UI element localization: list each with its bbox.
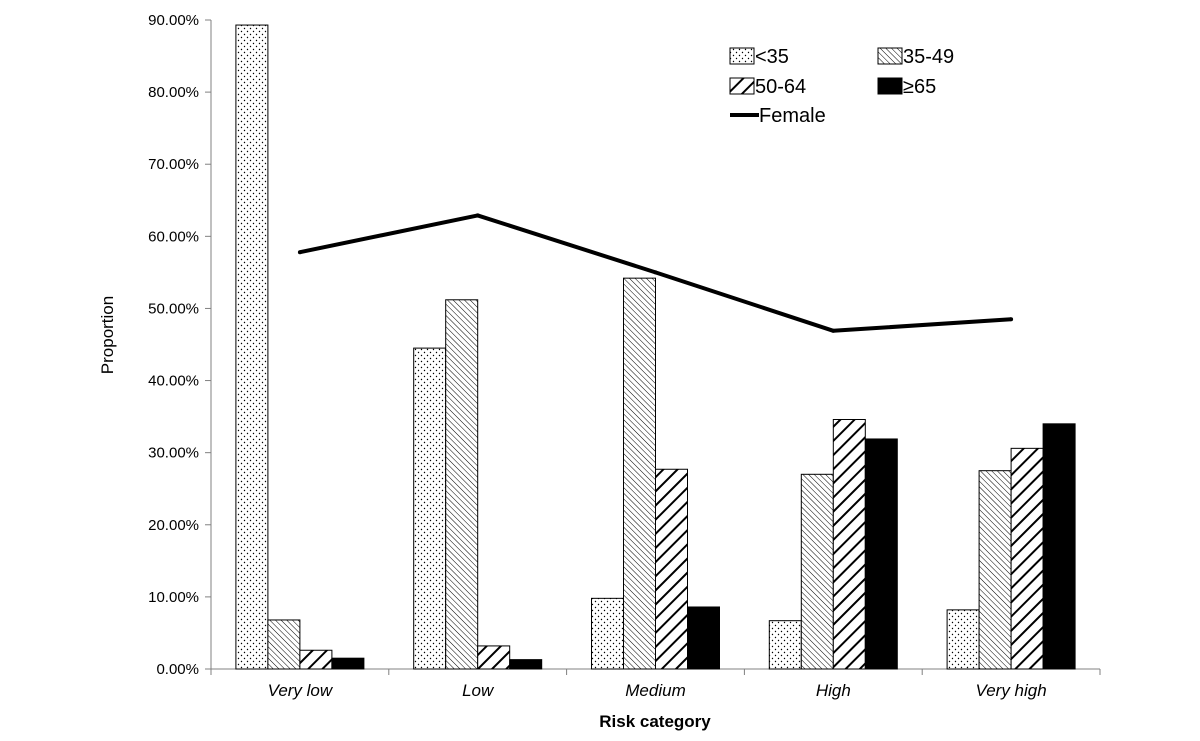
y-axis: 0.00% 10.00% 20.00% 30.00% 40.00% 50.00% 60.00… — [148, 12, 212, 678]
legend-label-female: Female — [759, 105, 826, 127]
bar-lt35-very-low — [235, 24, 269, 670]
y-tick-label: 50.00% — [148, 300, 199, 317]
legend-label-35-49: 35-49 — [903, 46, 954, 68]
bar-ge65-very-low — [331, 657, 365, 670]
legend: <35 35-49 50-64 ≥65 Female — [729, 46, 954, 127]
legend-swatch-ge65 — [877, 77, 903, 95]
female-line — [297, 213, 1014, 333]
bar-35-49-high — [800, 473, 834, 670]
bar-35-49-very-high — [978, 470, 1012, 670]
bar-50-64-very-low — [299, 649, 333, 670]
y-tick-label: 60.00% — [148, 228, 199, 245]
y-tick-label: 80.00% — [148, 84, 199, 101]
y-tick-label: 70.00% — [148, 156, 199, 173]
legend-label-50-64: 50-64 — [755, 76, 806, 98]
line-point-female-low — [475, 213, 480, 218]
legend-swatch-35-49 — [877, 47, 903, 65]
legend-swatch-50-64 — [729, 77, 755, 95]
x-tick-label-medium: Medium — [625, 681, 685, 700]
legend-label-ge65: ≥65 — [903, 76, 936, 98]
y-tick-label: 90.00% — [148, 12, 199, 29]
bar-lt35-medium — [591, 597, 624, 670]
bar-lt35-high — [768, 620, 802, 670]
bar-50-64-high — [832, 418, 866, 670]
y-tick-label: 20.00% — [148, 517, 199, 534]
x-axis: Very low Low Medium High Very high — [210, 668, 1101, 700]
bar-lt35-low — [413, 347, 447, 670]
bar-ge65-medium — [687, 606, 720, 670]
x-axis-title: Risk category — [599, 712, 711, 731]
bar-35-49-medium — [623, 277, 656, 670]
line-point-female-high — [831, 328, 836, 333]
line-point-female-medium — [653, 270, 658, 275]
bars — [235, 24, 1076, 670]
y-tick-label: 10.00% — [148, 589, 199, 606]
bar-50-64-medium — [655, 468, 688, 670]
y-axis-title: Proportion — [98, 296, 117, 374]
x-tick-label-very-low: Very low — [268, 681, 334, 700]
x-tick-label-low: Low — [462, 681, 495, 700]
legend-label-lt35: <35 — [755, 46, 789, 68]
bar-35-49-low — [445, 299, 479, 670]
bar-35-49-very-low — [267, 619, 301, 670]
x-tick-label-high: High — [816, 681, 851, 700]
line-point-female-very-low — [297, 250, 302, 255]
bar-ge65-low — [509, 659, 543, 670]
bar-ge65-high — [864, 438, 898, 670]
y-tick-label: 30.00% — [148, 445, 199, 462]
x-tick-label-very-high: Very high — [976, 681, 1047, 700]
line-point-female-very-high — [1009, 317, 1014, 322]
legend-swatch-lt35 — [729, 47, 755, 65]
y-tick-label: 0.00% — [156, 661, 199, 678]
bar-50-64-very-high — [1010, 447, 1044, 670]
bar-50-64-low — [477, 645, 511, 670]
y-tick-label: 40.00% — [148, 373, 199, 390]
bar-ge65-very-high — [1042, 423, 1076, 670]
bar-lt35-very-high — [946, 609, 980, 670]
